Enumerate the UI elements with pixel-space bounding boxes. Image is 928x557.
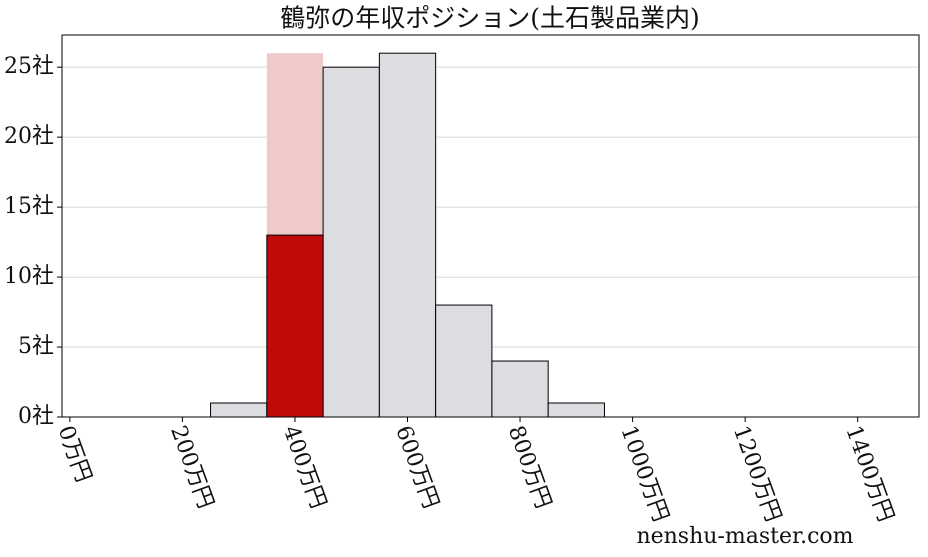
bar [491, 360, 549, 418]
y-tick-label: 10社 [4, 264, 54, 289]
bar [435, 304, 493, 418]
x-tick-label: 1200万円 [728, 423, 786, 526]
bar [210, 402, 268, 418]
y-tick-label: 0社 [18, 404, 54, 429]
x-tick-label: 400万円 [278, 423, 331, 512]
x-tick-label: 800万円 [503, 423, 556, 512]
bar [547, 402, 605, 418]
y-tick-label: 5社 [18, 334, 54, 359]
y-tick-label: 15社 [4, 194, 54, 219]
x-tick-label: 200万円 [165, 423, 218, 512]
x-tick-label: 600万円 [390, 423, 443, 512]
watermark: nenshu-master.com [636, 524, 853, 549]
chart-title: 鶴弥の年収ポジション(土石製品業内) [280, 4, 700, 33]
y-tick-label: 25社 [4, 54, 54, 79]
highlight-bar [266, 234, 324, 418]
x-tick-label: 0万円 [53, 423, 96, 486]
bar [378, 52, 437, 418]
x-tick-label: 1000万円 [615, 423, 673, 526]
x-tick-label: 1400万円 [840, 423, 898, 526]
plot-frame [61, 34, 920, 418]
y-tick-label: 20社 [4, 124, 54, 149]
bar [322, 66, 380, 418]
